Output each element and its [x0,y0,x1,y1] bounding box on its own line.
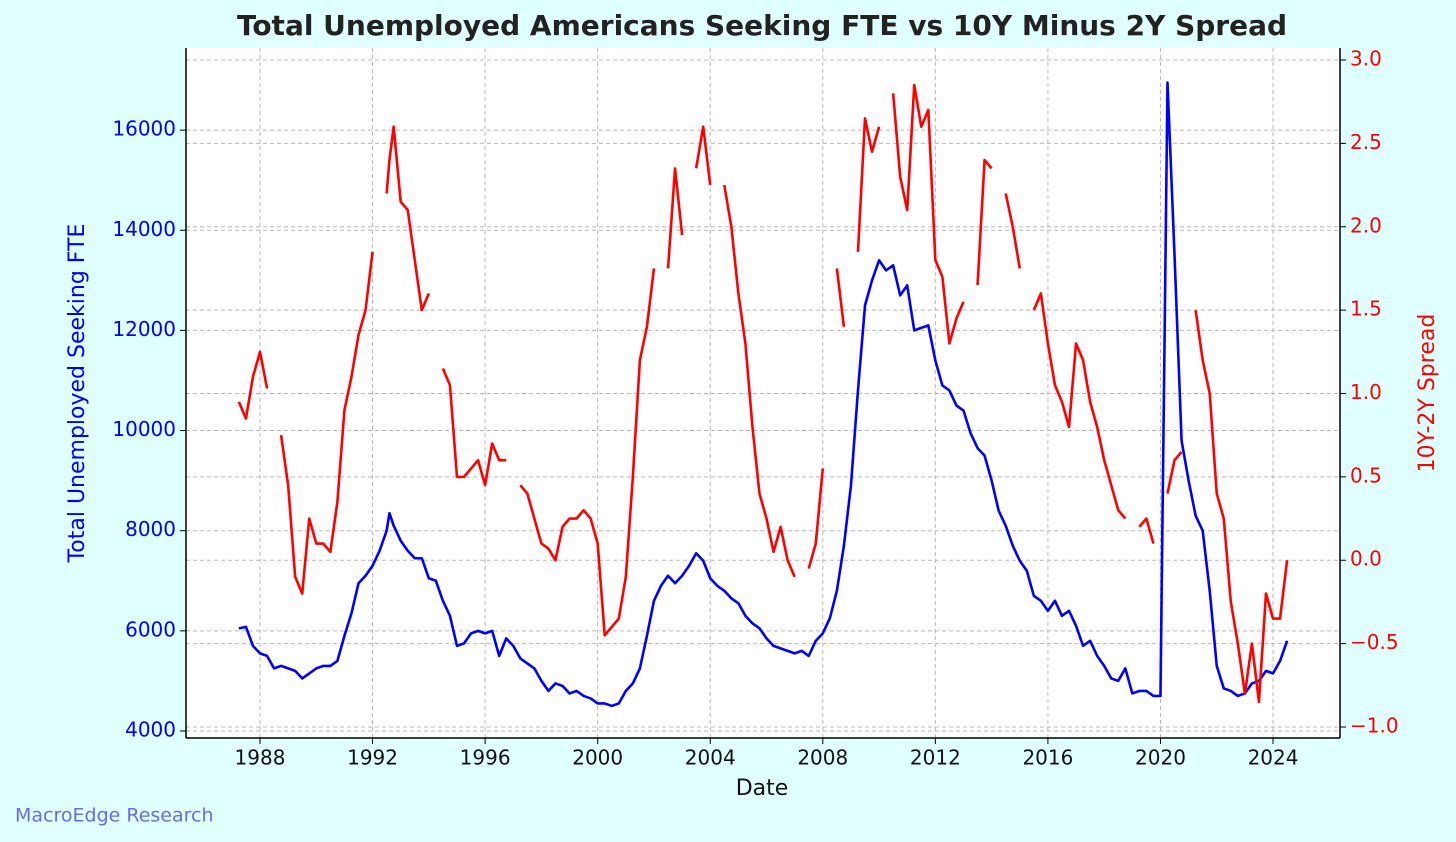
y2-tick-label: 1.0 [1350,380,1382,404]
x-tick-label: 2004 [685,746,736,770]
y2-tick-label: 0.5 [1350,463,1382,487]
y2-tick-label: 3.0 [1350,47,1382,71]
x-tick-label: 1992 [347,746,398,770]
series-line [238,81,1289,708]
plot-area [186,48,1340,738]
x-tick-label: 1996 [460,746,511,770]
x-tick-label: 1988 [235,746,286,770]
y-tick-label: 14000 [112,217,176,241]
y2-axis-label: 10Y-2Y Spread [1415,314,1440,473]
y2-tick-label: 1.5 [1350,297,1382,321]
y-tick-label: 4000 [125,717,176,741]
x-axis-label: Date [736,776,789,801]
y-tick-label: 10000 [112,417,176,441]
y2-tick-label: 0.0 [1350,547,1382,571]
y-tick-label: 12000 [112,317,176,341]
y-tick-label: 6000 [125,617,176,641]
x-tick-label: 2024 [1248,746,1299,770]
x-tick-label: 2020 [1135,746,1186,770]
lines [237,81,1289,708]
y-tick-label: 16000 [112,117,176,141]
grid [186,48,1340,738]
y-tick-label: 8000 [125,517,176,541]
watermark: MacroEdge Research [15,805,214,827]
y2-tick-label: −0.5 [1350,630,1399,654]
y2-tick-label: −1.0 [1350,713,1399,737]
y-axis-label: Total Unemployed Seeking FTE [65,224,90,564]
x-tick-label: 2000 [572,746,623,770]
axes: 1988 1992 1996 2000 2004 2008 2012 2016 2020 2024… [112,47,1398,770]
x-tick-label: 2012 [910,746,961,770]
x-tick-label: 2008 [797,746,848,770]
x-tick-label: 2016 [1022,746,1073,770]
y2-tick-label: 2.5 [1350,130,1382,154]
series-line [237,83,1289,704]
y2-tick-label: 2.0 [1350,213,1382,237]
chart-title: Total Unemployed Americans Seeking FTE v… [237,9,1287,42]
